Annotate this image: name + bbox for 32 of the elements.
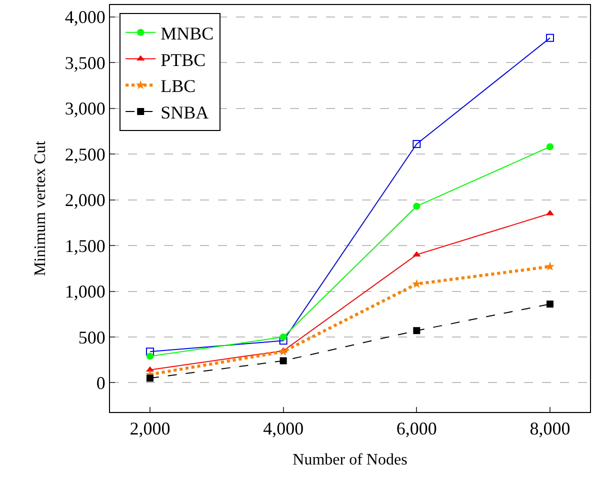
- point: [412, 140, 421, 148]
- y-tick-label: 2,000: [64, 190, 106, 210]
- point: [546, 34, 554, 42]
- point: [546, 143, 554, 150]
- y-tick-label: 0: [96, 373, 106, 394]
- point: [546, 300, 554, 308]
- legend-label: PTBC: [160, 50, 206, 70]
- y-tick-label: 500: [78, 327, 106, 348]
- point: [413, 327, 420, 334]
- x-tick-label: 4,000: [263, 418, 304, 439]
- point: [146, 348, 154, 356]
- legend-label: MNBC: [160, 23, 214, 44]
- y-tick-label: 1,000: [64, 282, 106, 302]
- y-tick-label: 2,500: [64, 144, 106, 164]
- point: [545, 262, 555, 271]
- x-tick-label: 8,000: [530, 418, 570, 439]
- y-tick-label: 1,500: [64, 236, 106, 256]
- legend-label: LBC: [160, 76, 196, 96]
- x-tick-label: 6,000: [396, 418, 437, 439]
- y-tick-label: 3,000: [64, 98, 106, 119]
- point: [146, 374, 154, 382]
- x-axis-title: Number of Nodes: [292, 451, 408, 468]
- point: [146, 352, 154, 360]
- point: [279, 336, 288, 345]
- y-axis-title: Minimum vertex Cut: [32, 140, 49, 276]
- point: [280, 357, 287, 364]
- point: [280, 334, 287, 340]
- legend-label: SNBA: [160, 102, 209, 123]
- point: [413, 202, 420, 210]
- y-tick-label: 3,500: [64, 52, 106, 73]
- x-tick-label: 2,000: [130, 418, 170, 439]
- y-tick-label: 4,000: [64, 7, 106, 28]
